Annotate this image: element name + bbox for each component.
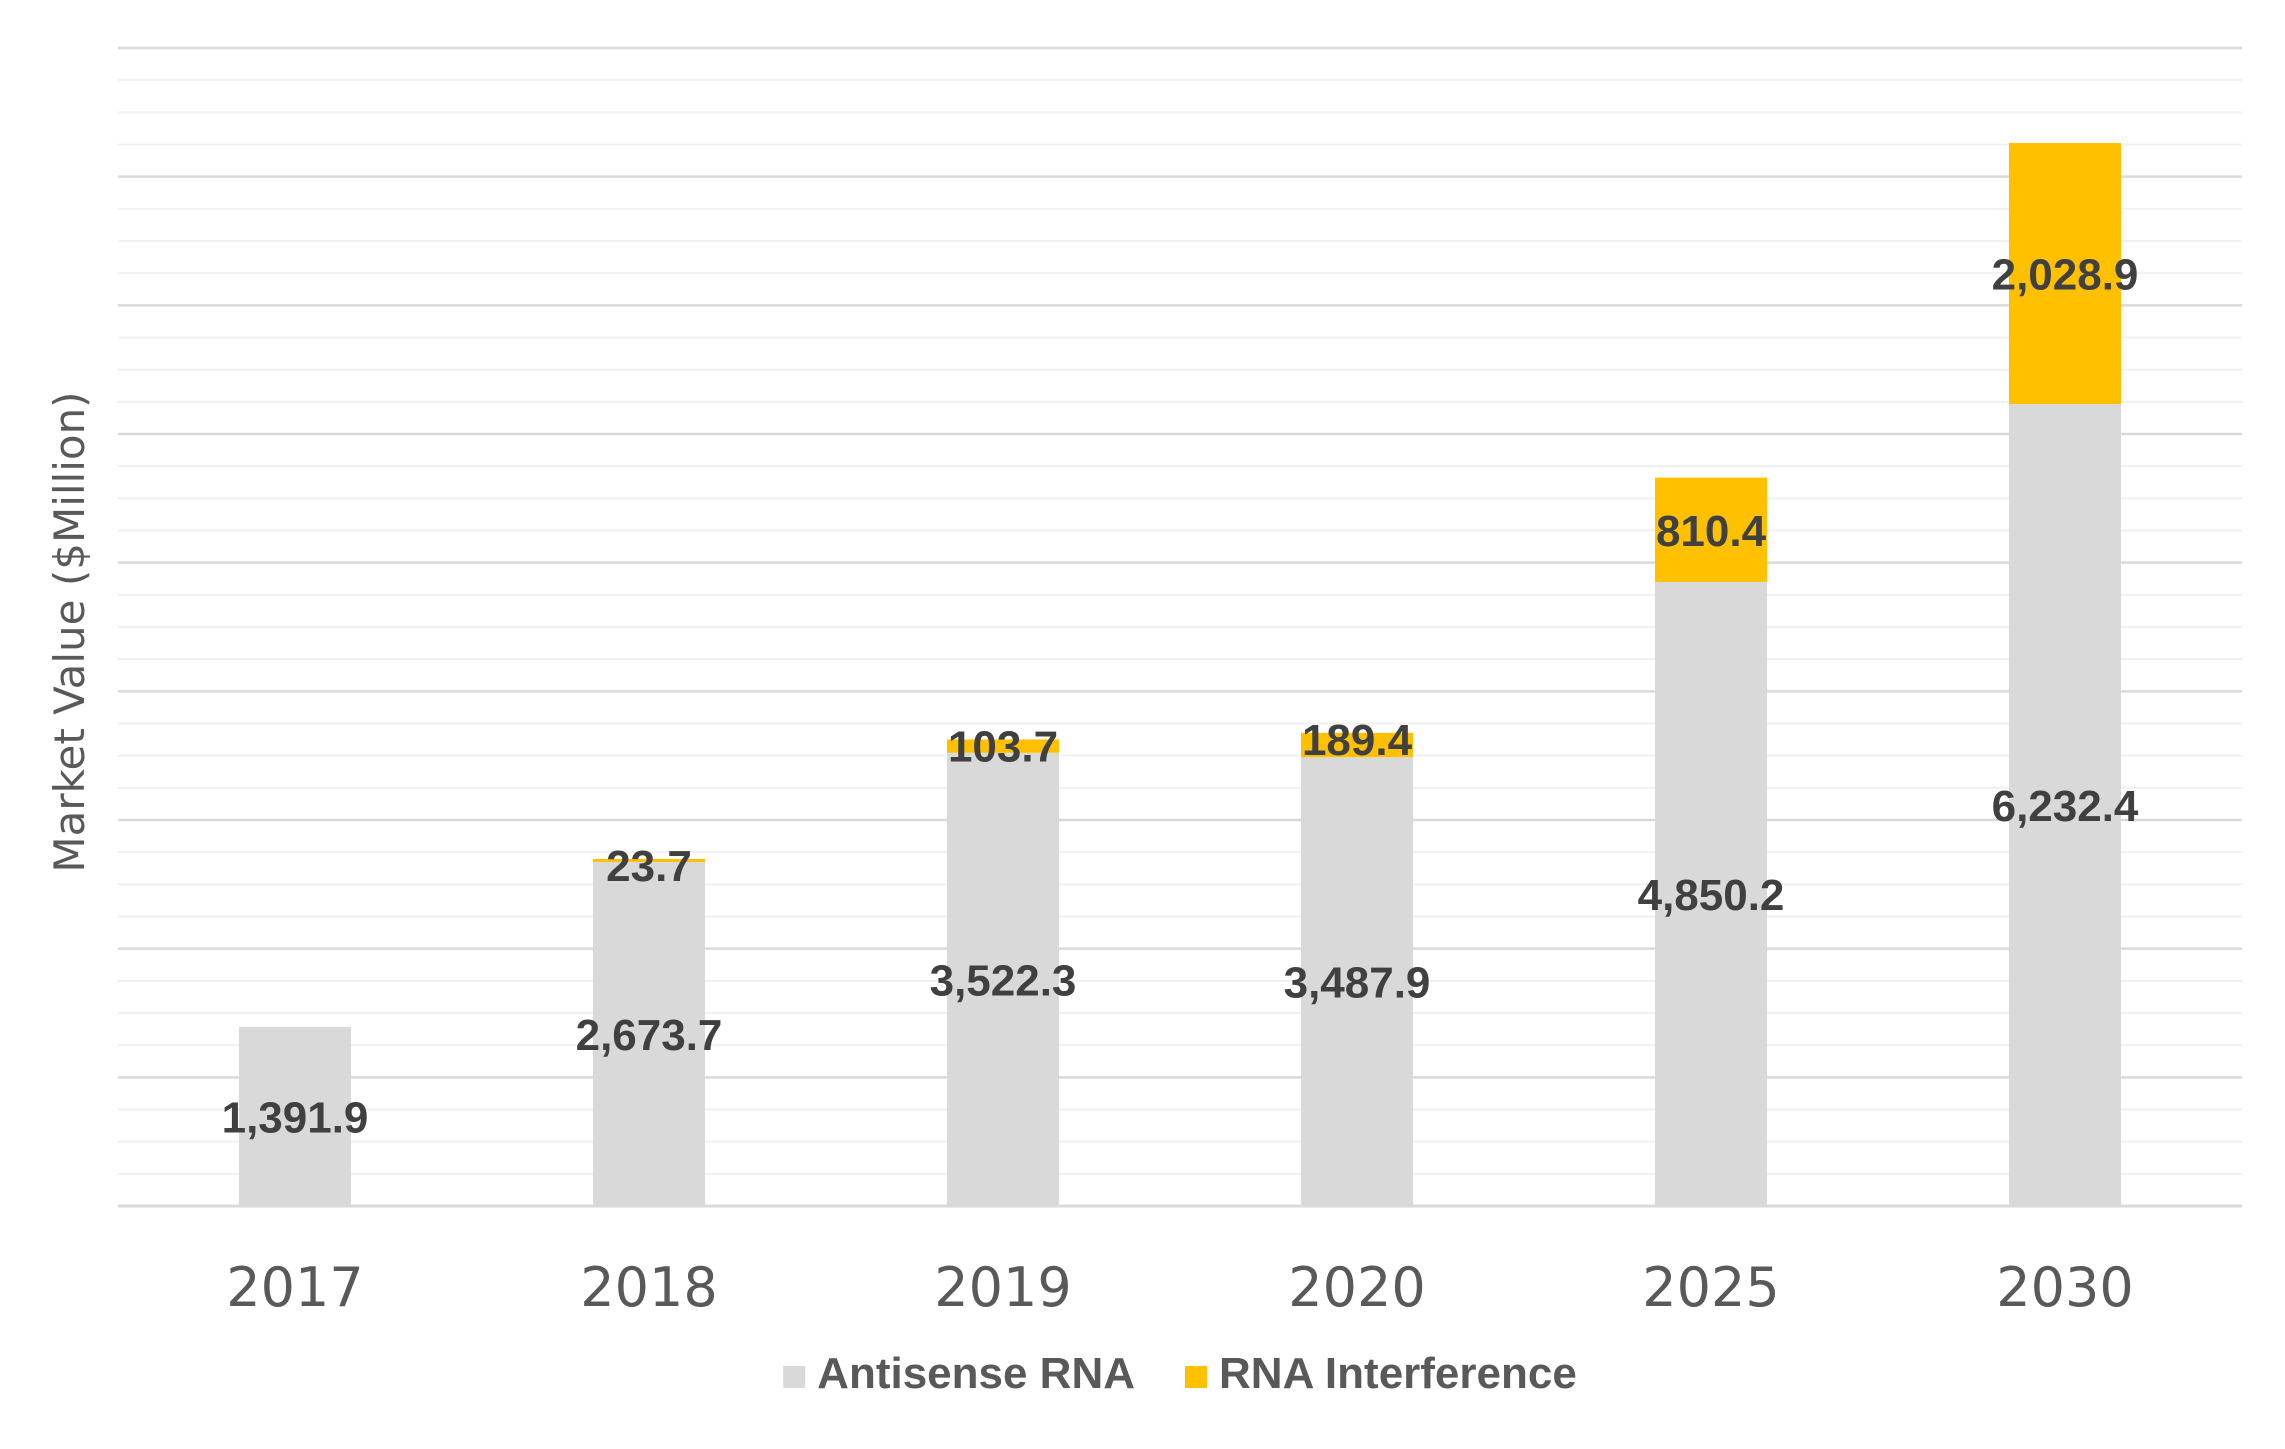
- x-tick-label-2030: 2030: [1996, 1256, 2133, 1319]
- x-axis-tick-labels: 2017 2018 2019 2020 2025 2030: [226, 1256, 2133, 1319]
- bar-rna-interference-2025: [1655, 477, 1767, 582]
- data-label-antisense-rna-2019: 3,522.3: [930, 956, 1077, 1005]
- bar-rna-interference-2020: [1301, 732, 1413, 758]
- bar-antisense-rna-2017: [239, 1026, 351, 1206]
- x-tick-label-2017: 2017: [226, 1256, 363, 1319]
- legend-item-antisense-rna: Antisense RNA: [783, 1349, 1135, 1398]
- legend-item-rna-interference: RNA Interference: [1185, 1349, 1577, 1398]
- bar-rna-interference-2030: [2009, 143, 2121, 405]
- data-label-rna-interference-2025: 810.4: [1656, 507, 1767, 556]
- bar-antisense-rna-2019: [947, 752, 1059, 1206]
- bars: [239, 143, 2121, 1206]
- data-label-antisense-rna-2030: 6,232.4: [1992, 782, 2139, 831]
- y-axis-title: Market Value ($Million): [45, 391, 94, 872]
- x-tick-label-2025: 2025: [1642, 1256, 1779, 1319]
- bar-antisense-rna-2018: [593, 861, 705, 1206]
- bar-antisense-rna-2020: [1301, 757, 1413, 1206]
- bar-rna-interference-2019: [947, 739, 1059, 753]
- data-label-antisense-rna-2018: 2,673.7: [576, 1011, 723, 1060]
- x-tick-label-2019: 2019: [934, 1256, 1071, 1319]
- data-label-rna-interference-2019: 103.7: [948, 722, 1058, 771]
- data-label-antisense-rna-2025: 4,850.2: [1638, 871, 1785, 920]
- bar-antisense-rna-2030: [2009, 404, 2121, 1206]
- data-label-antisense-rna-2020: 3,487.9: [1284, 959, 1431, 1008]
- x-tick-label-2020: 2020: [1288, 1256, 1425, 1319]
- data-label-rna-interference-2020: 189.4: [1302, 716, 1413, 765]
- data-label-rna-interference-2030: 2,028.9: [1992, 251, 2139, 300]
- legend-swatch: [783, 1366, 806, 1388]
- legend-swatch: [1185, 1366, 1208, 1388]
- legend-label: Antisense RNA: [817, 1349, 1135, 1398]
- x-tick-label-2018: 2018: [580, 1256, 717, 1319]
- gridlines: [118, 46, 2242, 1208]
- legend-label: RNA Interference: [1219, 1349, 1577, 1398]
- data-label-rna-interference-2018: 23.7: [606, 842, 692, 891]
- legend: Antisense RNA RNA Interference: [783, 1349, 1577, 1398]
- bar-antisense-rna-2025: [1655, 581, 1767, 1206]
- data-label-antisense-rna-2017: 1,391.9: [222, 1093, 369, 1142]
- bar-rna-interference-2018: [593, 858, 705, 862]
- data-labels: 1,391.9 2,673.7 23.7 3,522.3 103.7 3,487.9 189…: [222, 251, 2139, 1143]
